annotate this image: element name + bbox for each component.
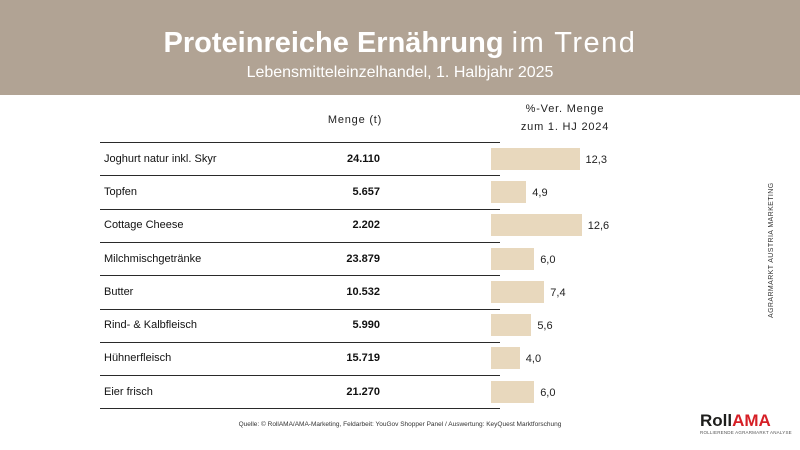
bar-value-label: 5,6 — [537, 320, 553, 333]
title-bold: Proteinreiche Ernährung — [163, 27, 504, 59]
row-label: Rind- & Kalbfleisch — [104, 319, 197, 332]
row-label: Butter — [104, 285, 134, 298]
row-menge: 10.532 — [346, 285, 380, 298]
row-label: Joghurt natur inkl. Skyr — [104, 152, 217, 165]
page-title: Proteinreiche Ernährung im Trend — [0, 26, 800, 60]
row-menge: 15.719 — [346, 352, 380, 365]
row-menge: 23.879 — [346, 252, 380, 265]
bar — [491, 314, 532, 337]
bar — [491, 147, 580, 170]
row-label: Eier frisch — [104, 385, 153, 398]
row-divider — [100, 241, 500, 243]
bar — [491, 280, 545, 303]
logo-wordmark: RollAMA — [700, 412, 795, 430]
row-label: Hühnerfleisch — [104, 352, 172, 365]
bar — [491, 214, 582, 237]
bar-value-label: 12,3 — [585, 153, 607, 166]
row-divider — [100, 142, 500, 143]
bar-value-label: 7,4 — [550, 286, 566, 299]
row-menge: 5.990 — [352, 319, 380, 332]
page-subtitle: Lebensmitteleinzelhandel, 1. Halbjahr 20… — [246, 64, 554, 81]
row-menge: 24.110 — [346, 152, 380, 165]
row-label: Cottage Cheese — [104, 219, 184, 232]
row-menge: 2.202 — [352, 219, 380, 232]
row-label: Topfen — [104, 185, 138, 198]
row-divider — [100, 275, 500, 277]
bar-value-label: 12,6 — [587, 220, 610, 233]
row-divider — [100, 208, 500, 210]
row-label: Milchmischgetränke — [104, 252, 202, 265]
bar — [491, 347, 520, 370]
bar-value-label: 4,9 — [532, 186, 548, 199]
row-divider — [100, 375, 500, 377]
logo-part1: Roll — [700, 411, 733, 430]
column-header-veraenderung-line2: zum 1. HJ 2024 — [520, 121, 610, 133]
row-divider — [100, 341, 500, 343]
column-header-menge: Menge (t) — [327, 114, 383, 126]
bar-value-label: 6,0 — [540, 386, 556, 399]
logo-part2: AMA — [732, 411, 771, 430]
logo-tagline: ROLLIERENDE AGRARMARKT ANALYSE — [700, 430, 792, 435]
side-credit: AGRARMARKT AUSTRIA MARKETING — [768, 182, 775, 318]
column-header-veraenderung: %-Ver. Menge zum 1. HJ 2024 — [490, 100, 640, 136]
row-divider — [100, 408, 500, 410]
rollama-logo: RollAMA ROLLIERENDE AGRARMARKT ANALYSE — [700, 412, 795, 442]
row-menge: 21.270 — [346, 385, 380, 398]
source-note: Quelle: © RollAMA/AMA-Marketing, Feldarb… — [238, 421, 562, 428]
bar — [491, 180, 527, 203]
row-menge: 5.657 — [352, 185, 380, 198]
bar — [491, 247, 535, 270]
row-divider — [100, 175, 500, 177]
title-light: im Trend — [511, 27, 637, 59]
bar-value-label: 6,0 — [540, 253, 556, 266]
bar — [491, 380, 535, 403]
header-banner: Proteinreiche Ernährung im Trend Lebensm… — [0, 0, 800, 95]
column-header-veraenderung-line1: %-Ver. Menge — [525, 103, 605, 115]
row-divider — [100, 308, 500, 310]
bar-value-label: 4,0 — [525, 353, 542, 366]
